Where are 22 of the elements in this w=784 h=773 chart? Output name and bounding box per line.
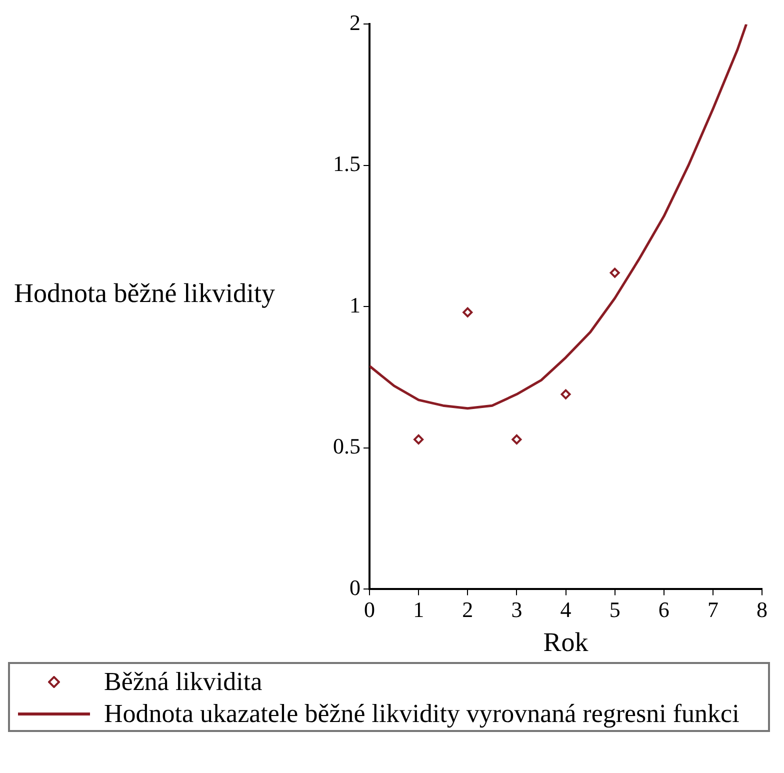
point [560, 389, 571, 400]
point [462, 307, 473, 318]
x-tick-label: 1 [413, 597, 424, 622]
point [610, 268, 620, 278]
y-tick-label: 2 [350, 10, 360, 35]
y-axis-title: Hodnota běžné likvidity [13, 277, 276, 309]
point [414, 434, 424, 444]
legend-label: Běžná likvidita [104, 666, 262, 698]
x-tick-label: 7 [707, 597, 718, 622]
x-tick-label: 8 [756, 597, 768, 622]
x-tick-label: 4 [560, 597, 572, 622]
x-axis-title: Rok [543, 626, 589, 657]
x-tick-label: 6 [658, 597, 670, 622]
x-tick-label: 2 [462, 597, 474, 622]
y-tick-label: 0.5 [333, 434, 360, 459]
y-tick-label: 1 [350, 292, 360, 318]
x-tick-label: 3 [511, 597, 522, 622]
y-tick-label: 0 [350, 574, 360, 600]
y-tick-label: 1.5 [333, 151, 360, 176]
point [512, 434, 522, 444]
x-tick-label: 5 [609, 597, 620, 622]
legend-label: Hodnota ukazatele běžné likvidity vyrovnaná regresni funkci [104, 698, 740, 730]
